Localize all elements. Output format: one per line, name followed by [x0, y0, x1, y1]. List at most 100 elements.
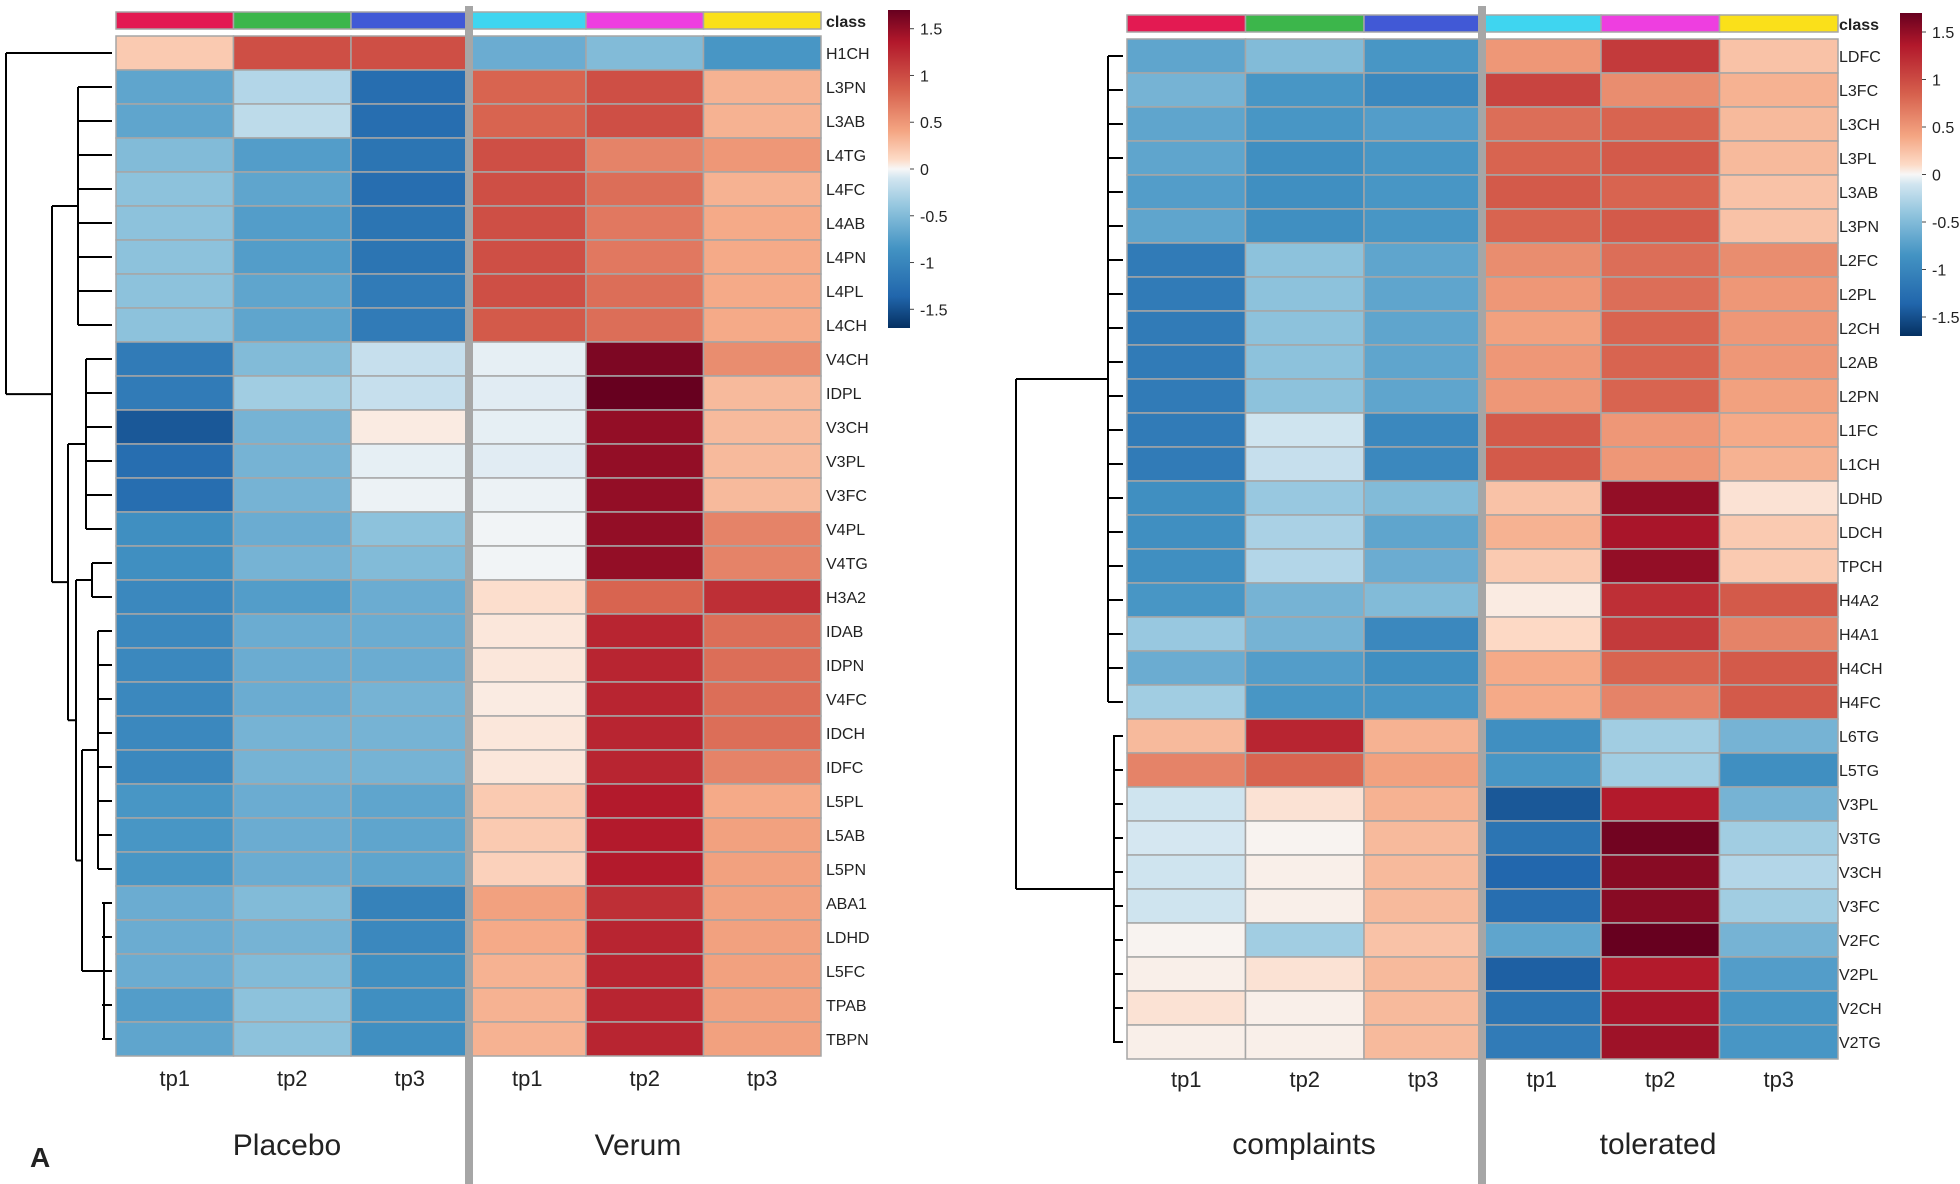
right-cell-L5TG-2 — [1244, 752, 1365, 788]
right-cell-L3FC-6 — [1718, 72, 1839, 108]
right-cell-V2FC-6 — [1718, 922, 1839, 958]
left-cell-IDFC-5 — [585, 749, 705, 785]
left-cell-H1CH-1 — [115, 35, 235, 71]
right-cell-L6TG-3 — [1363, 718, 1484, 754]
left-class-bar-2 — [232, 11, 352, 30]
right-cell-L6TG-1 — [1126, 718, 1247, 754]
right-cell-L1CH-1 — [1126, 446, 1247, 482]
left-col-label: tp2 — [629, 1066, 660, 1091]
left-cell-L5AB-3 — [350, 817, 470, 853]
right-row-label: V2PL — [1839, 967, 1878, 984]
left-cell-LDHD-2 — [232, 919, 352, 955]
right-row-label: H4A2 — [1839, 593, 1879, 610]
right-cell-L3FC-2 — [1244, 72, 1365, 108]
right-cell-V3TG-1 — [1126, 820, 1247, 856]
left-col-label: tp1 — [512, 1066, 543, 1091]
right-cell-L1CH-3 — [1363, 446, 1484, 482]
left-cell-TPAB-6 — [702, 987, 822, 1023]
left-cell-V4TG-3 — [350, 545, 470, 581]
right-legend-tick-label: -1 — [1932, 263, 1946, 280]
right-col-label: tp1 — [1171, 1067, 1202, 1092]
right-cell-V3TG-4 — [1481, 820, 1602, 856]
left-row-label: V4CH — [826, 352, 869, 369]
left-cell-L5PN-1 — [115, 851, 235, 887]
right-col-label: tp1 — [1526, 1067, 1557, 1092]
left-row-label: IDFC — [826, 760, 863, 777]
right-cell-L1FC-6 — [1718, 412, 1839, 448]
right-cell-L3AB-1 — [1126, 174, 1247, 210]
left-row-label: LDHD — [826, 930, 870, 947]
left-col-label: tp1 — [159, 1066, 190, 1091]
right-cell-L3FC-1 — [1126, 72, 1247, 108]
left-cell-L4FC-4 — [467, 171, 587, 207]
right-cell-TPCH-3 — [1363, 548, 1484, 584]
right-cell-L2PL-5 — [1600, 276, 1721, 312]
left-cell-IDAB-5 — [585, 613, 705, 649]
right-cell-H4CH-6 — [1718, 650, 1839, 686]
right-cell-LDHD-2 — [1244, 480, 1365, 516]
right-class-bar-6 — [1718, 14, 1839, 33]
right-cell-V3TG-5 — [1600, 820, 1721, 856]
left-row-label: TPAB — [826, 998, 867, 1015]
left-cell-IDPN-4 — [467, 647, 587, 683]
left-cell-L4PN-1 — [115, 239, 235, 275]
left-cell-L3PN-3 — [350, 69, 470, 105]
right-cell-L2PL-6 — [1718, 276, 1839, 312]
left-cell-IDPL-6 — [702, 375, 822, 411]
right-cell-L2CH-6 — [1718, 310, 1839, 346]
right-cell-L3PL-6 — [1718, 140, 1839, 176]
right-cell-L5TG-1 — [1126, 752, 1247, 788]
right-cell-V3FC-3 — [1363, 888, 1484, 924]
right-cell-V2PL-3 — [1363, 956, 1484, 992]
right-row-label: L2AB — [1839, 355, 1878, 372]
right-cell-L5TG-6 — [1718, 752, 1839, 788]
right-cell-L2AB-1 — [1126, 344, 1247, 380]
right-cell-L2CH-5 — [1600, 310, 1721, 346]
right-cell-LDFC-5 — [1600, 38, 1721, 74]
left-cell-TPAB-4 — [467, 987, 587, 1023]
left-col-label: tp3 — [747, 1066, 778, 1091]
right-cell-L2AB-5 — [1600, 344, 1721, 380]
left-cell-V3FC-4 — [467, 477, 587, 513]
right-cell-H4A1-2 — [1244, 616, 1365, 652]
left-cell-L4AB-3 — [350, 205, 470, 241]
left-cell-L4CH-3 — [350, 307, 470, 343]
left-cell-V4PL-2 — [232, 511, 352, 547]
right-cell-V2CH-1 — [1126, 990, 1247, 1026]
right-class-bar-3 — [1363, 14, 1484, 33]
right-class-bar-5 — [1600, 14, 1721, 33]
right-row-label: V3TG — [1839, 831, 1881, 848]
left-cell-TBPN-3 — [350, 1021, 470, 1057]
left-cell-L5PN-5 — [585, 851, 705, 887]
left-cell-ABA1-4 — [467, 885, 587, 921]
right-cell-V3FC-5 — [1600, 888, 1721, 924]
right-cell-L3CH-5 — [1600, 106, 1721, 142]
right-cell-LDCH-1 — [1126, 514, 1247, 550]
left-cell-H1CH-5 — [585, 35, 705, 71]
right-cell-H4FC-5 — [1600, 684, 1721, 720]
left-cell-L3AB-4 — [467, 103, 587, 139]
left-cell-V4CH-2 — [232, 341, 352, 377]
left-cell-H3A2-6 — [702, 579, 822, 615]
right-cell-L1FC-5 — [1600, 412, 1721, 448]
right-cell-L3PN-5 — [1600, 208, 1721, 244]
right-cell-L3AB-3 — [1363, 174, 1484, 210]
right-cell-V3PL-4 — [1481, 786, 1602, 822]
right-row-label: LDCH — [1839, 525, 1883, 542]
right-cell-L5TG-4 — [1481, 752, 1602, 788]
right-cell-L3PL-5 — [1600, 140, 1721, 176]
left-row-label: L5FC — [826, 964, 865, 981]
left-cell-IDCH-6 — [702, 715, 822, 751]
left-cell-IDAB-4 — [467, 613, 587, 649]
left-cell-ABA1-3 — [350, 885, 470, 921]
right-cell-V3TG-6 — [1718, 820, 1839, 856]
left-cell-ABA1-6 — [702, 885, 822, 921]
right-class-label: class — [1839, 17, 1879, 34]
right-cell-V2CH-4 — [1481, 990, 1602, 1026]
left-cell-IDPN-1 — [115, 647, 235, 683]
right-cell-V2PL-5 — [1600, 956, 1721, 992]
right-cell-L2PN-6 — [1718, 378, 1839, 414]
right-cell-H4A2-1 — [1126, 582, 1247, 618]
right-cell-L2FC-4 — [1481, 242, 1602, 278]
left-cell-V4PL-5 — [585, 511, 705, 547]
